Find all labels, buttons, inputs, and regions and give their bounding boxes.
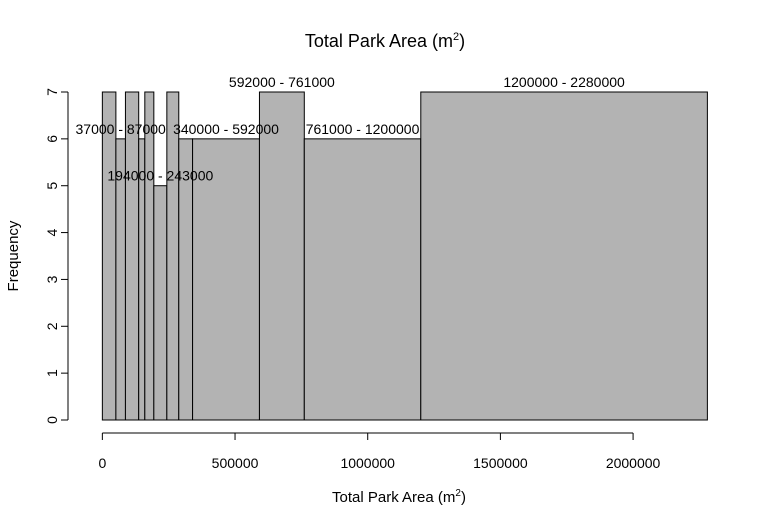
bar-label-5: 194000 - 243000 [107, 168, 213, 184]
y-tick-label: 7 [44, 88, 60, 96]
y-ticks-group: 0 1 2 3 4 5 6 7 [44, 88, 68, 424]
x-tick-label: 2000000 [606, 455, 661, 471]
bar-label-8: 340000 - 592000 [173, 121, 279, 137]
bar-label-11: 1200000 - 2280000 [503, 74, 625, 90]
histogram-bar-2 [124, 91, 140, 421]
histogram-bar-5 [153, 185, 168, 421]
histogram-bar-4 [144, 91, 155, 421]
bar-labels-group: 37000 - 87000 194000 - 243000 340000 - 592… [76, 74, 626, 184]
bar-label-1: 37000 - 87000 [76, 121, 167, 137]
y-tick-label: 4 [44, 228, 60, 236]
histogram-bar-9 [258, 91, 305, 421]
y-tick-label: 6 [44, 135, 60, 143]
x-tick-label: 500000 [212, 455, 259, 471]
y-tick-label: 0 [44, 416, 60, 424]
x-tick-label: 1000000 [340, 455, 395, 471]
chart-title: Total Park Area (m2) [305, 31, 465, 51]
bar-label-10: 761000 - 1200000 [306, 121, 420, 137]
bars-group [101, 91, 708, 421]
y-tick-label: 3 [44, 275, 60, 283]
x-tick-label: 0 [98, 455, 106, 471]
histogram-bar-8 [192, 138, 260, 421]
y-axis-label: Frequency [5, 220, 22, 291]
y-tick-label: 1 [44, 369, 60, 377]
y-tick-label: 2 [44, 322, 60, 330]
histogram-bar-6 [166, 91, 180, 421]
x-ticks-group: 0 500000 1000000 1500000 2000000 [98, 433, 661, 471]
histogram-bar-0 [101, 91, 117, 421]
y-tick-label: 5 [44, 182, 60, 190]
histogram-bar-10 [303, 138, 422, 421]
bar-label-9: 592000 - 761000 [229, 74, 335, 90]
histogram-bar-11 [420, 91, 708, 421]
x-tick-label: 1500000 [473, 455, 528, 471]
x-axis-label: Total Park Area (m2) [332, 488, 466, 506]
